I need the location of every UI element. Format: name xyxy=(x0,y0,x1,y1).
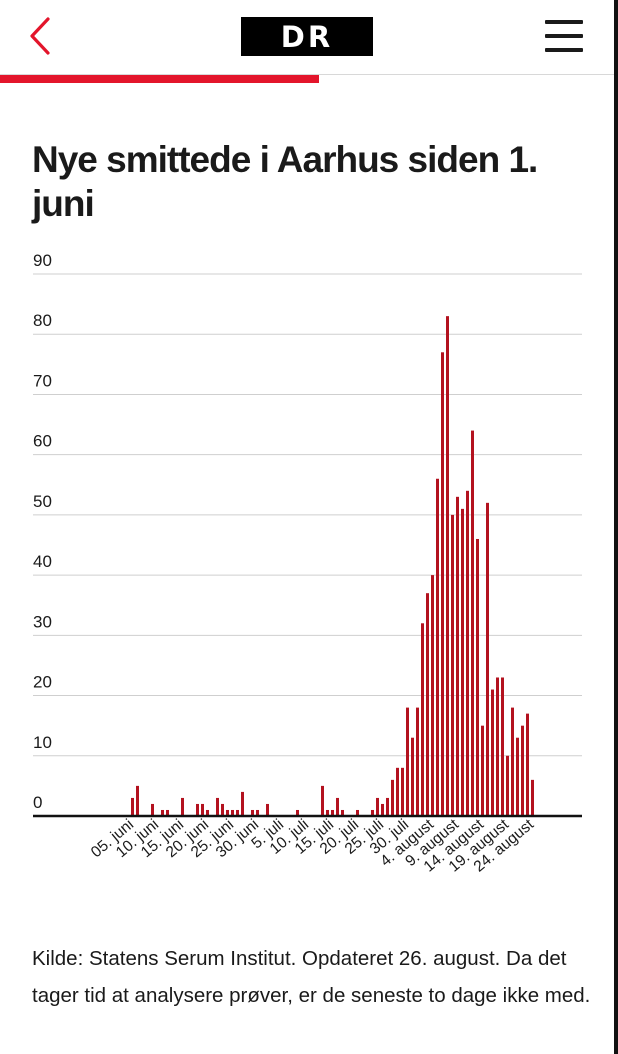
y-tick-label: 60 xyxy=(33,432,52,451)
bar xyxy=(506,755,509,816)
bar xyxy=(421,623,424,816)
chevron-left-icon xyxy=(30,17,50,55)
bar xyxy=(416,707,419,816)
bar xyxy=(456,496,459,816)
bar xyxy=(181,797,184,816)
bar xyxy=(401,767,404,816)
bar xyxy=(371,809,374,816)
bar xyxy=(406,707,409,816)
bar xyxy=(466,490,469,816)
bar xyxy=(166,809,169,816)
y-tick-label: 50 xyxy=(33,492,52,511)
bar xyxy=(151,803,154,816)
bar xyxy=(411,737,414,816)
back-button[interactable] xyxy=(20,14,60,58)
bar xyxy=(256,809,259,816)
bar xyxy=(201,803,204,816)
bar xyxy=(431,575,434,816)
bar xyxy=(296,809,299,816)
reading-progress-fill xyxy=(0,75,320,83)
y-tick-label: 90 xyxy=(33,251,52,270)
bar xyxy=(396,767,399,816)
bar xyxy=(376,797,379,816)
bar xyxy=(341,809,344,816)
bar xyxy=(386,797,389,816)
bar xyxy=(381,803,384,816)
menu-button[interactable] xyxy=(543,20,587,54)
bar xyxy=(441,352,444,816)
dr-logo[interactable]: DR xyxy=(241,17,373,56)
bar xyxy=(501,677,504,816)
bar xyxy=(356,809,359,816)
bar xyxy=(251,809,254,816)
bar xyxy=(496,677,499,816)
bar xyxy=(511,707,514,816)
bar xyxy=(266,803,269,816)
y-tick-label: 20 xyxy=(33,673,52,692)
y-tick-label: 40 xyxy=(33,552,52,571)
bar xyxy=(231,809,234,816)
bar xyxy=(331,809,334,816)
bar xyxy=(161,809,164,816)
bar xyxy=(531,779,534,816)
y-tick-label: 80 xyxy=(33,311,52,330)
bar xyxy=(131,797,134,816)
bar xyxy=(471,430,474,816)
app-header: DR xyxy=(0,0,614,75)
y-tick-label: 0 xyxy=(33,793,42,812)
y-tick-label: 30 xyxy=(33,612,52,631)
bar xyxy=(221,803,224,816)
bar xyxy=(526,713,529,816)
y-tick-label: 70 xyxy=(33,371,52,390)
article-title: Nye smittede i Aarhus siden 1. juni xyxy=(32,139,538,224)
y-tick-label: 10 xyxy=(33,733,52,752)
bar xyxy=(136,785,139,816)
bar xyxy=(451,514,454,816)
bar xyxy=(426,593,429,816)
screen-edge xyxy=(614,0,618,1054)
bar xyxy=(461,508,464,816)
bar xyxy=(436,478,439,816)
bar xyxy=(216,797,219,816)
bar xyxy=(486,502,489,816)
hamburger-menu-icon-bar xyxy=(545,48,583,52)
bar xyxy=(241,791,244,816)
bar xyxy=(481,725,484,816)
bar xyxy=(391,779,394,816)
bar xyxy=(476,538,479,816)
bar xyxy=(491,689,494,816)
bar xyxy=(446,316,449,816)
reading-progress-bar xyxy=(0,75,614,83)
bar xyxy=(226,809,229,816)
hamburger-menu-icon-bar xyxy=(545,34,583,38)
bar xyxy=(196,803,199,816)
bar xyxy=(206,809,209,816)
hamburger-menu-icon xyxy=(545,20,583,24)
chart-footnote: Kilde: Statens Serum Institut. Opdateret… xyxy=(32,947,591,1007)
bar xyxy=(516,737,519,816)
bar xyxy=(236,809,239,816)
bar xyxy=(326,809,329,816)
bar xyxy=(521,725,524,816)
bar xyxy=(321,785,324,816)
bar xyxy=(336,797,339,816)
